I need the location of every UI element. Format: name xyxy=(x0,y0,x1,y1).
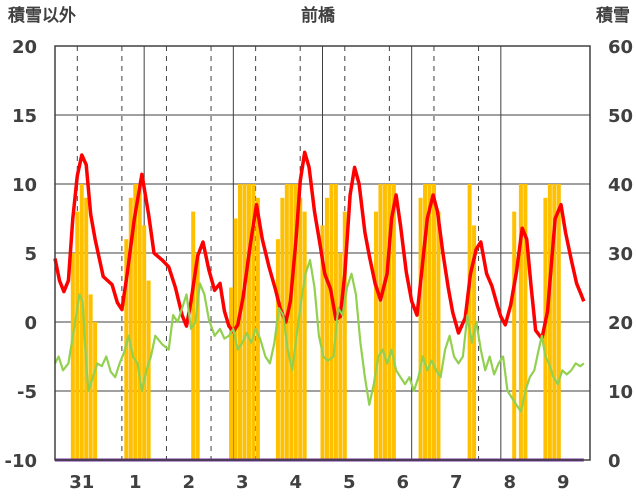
right-tick-label: 0 xyxy=(608,451,621,472)
snow-bar xyxy=(391,184,396,460)
snow-bar xyxy=(289,184,294,460)
snow-bar xyxy=(275,239,280,460)
right-tick-label: 40 xyxy=(608,175,633,196)
snow-bar xyxy=(75,211,80,460)
snow-bar xyxy=(70,253,75,460)
x-tick-label: 31 xyxy=(69,472,94,493)
left-tick-label: 15 xyxy=(12,106,37,127)
snow-bar xyxy=(547,184,552,460)
chart-title: 前橋 xyxy=(301,5,336,26)
snow-depth-bars xyxy=(70,184,561,461)
right-tick-label: 10 xyxy=(608,382,633,403)
x-tick-label: 5 xyxy=(343,472,356,493)
snow-bar xyxy=(302,211,307,460)
series-line-1 xyxy=(54,258,585,413)
snow-bar xyxy=(142,225,147,460)
snow-bar xyxy=(293,184,298,460)
snow-bar xyxy=(512,211,517,460)
snow-bar xyxy=(431,184,436,460)
snow-bar xyxy=(329,184,334,460)
x-axis-ticks: 31 1 2 3 4 5 6 7 8 9 xyxy=(69,472,569,493)
right-tick-label: 30 xyxy=(608,244,633,265)
snow-bar xyxy=(382,184,387,460)
right-tick-label: 20 xyxy=(608,313,633,334)
left-tick-label: 5 xyxy=(24,244,37,265)
snow-bar xyxy=(298,197,303,461)
plot-frame xyxy=(54,45,591,461)
left-axis-label: 積雪以外 xyxy=(8,5,76,26)
snow-bar xyxy=(251,184,256,460)
x-tick-label: 6 xyxy=(396,472,409,493)
snow-bar xyxy=(124,239,129,460)
snow-bar xyxy=(556,184,561,460)
snow-bar xyxy=(387,184,392,460)
snow-bar xyxy=(79,184,84,460)
snow-bar xyxy=(436,211,441,460)
snow-bar xyxy=(93,322,98,460)
x-tick-label: 2 xyxy=(182,472,195,493)
snow-bar xyxy=(320,225,325,460)
snow-bar xyxy=(280,197,285,461)
snow-bar xyxy=(137,184,142,460)
snow-bar xyxy=(133,184,138,460)
right-axis-label: 積雪 xyxy=(596,5,630,26)
left-tick-label: -10 xyxy=(4,451,37,472)
snow-bar xyxy=(128,197,133,461)
snow-bar xyxy=(472,225,477,460)
snow-bar xyxy=(373,211,379,460)
snow-bar xyxy=(242,184,247,460)
snow-bar xyxy=(552,184,557,460)
snow-bar xyxy=(427,184,432,460)
snow-bar xyxy=(342,211,347,460)
snow-bar xyxy=(523,184,528,460)
snow-bar xyxy=(84,197,89,461)
snow-bar xyxy=(255,197,260,461)
left-tick-label: -5 xyxy=(17,382,37,403)
snow-bar xyxy=(518,184,523,460)
snow-bar xyxy=(324,197,329,461)
right-tick-label: 60 xyxy=(608,37,633,58)
x-tick-label: 7 xyxy=(450,472,463,493)
x-tick-label: 8 xyxy=(503,472,516,493)
snow-bar xyxy=(338,253,343,460)
left-axis-ticks: -10 -5 0 5 10 15 20 xyxy=(4,37,37,472)
snow-bar xyxy=(418,197,423,461)
left-tick-label: 20 xyxy=(12,37,37,58)
series-line-0 xyxy=(53,150,586,341)
x-tick-label: 1 xyxy=(129,472,142,493)
snow-bar xyxy=(195,253,200,460)
snow-bar xyxy=(246,184,251,460)
right-tick-label: 50 xyxy=(608,106,633,127)
snow-bar xyxy=(191,211,196,460)
x-tick-label: 4 xyxy=(289,472,302,493)
snow-bar xyxy=(146,280,151,460)
snow-bar xyxy=(229,287,234,460)
left-tick-label: 0 xyxy=(24,313,37,334)
snow-bar xyxy=(88,294,93,460)
right-axis-ticks: 0 10 20 30 40 50 60 xyxy=(608,37,633,472)
snow-bar xyxy=(423,184,428,460)
snow-bar xyxy=(378,184,383,460)
left-tick-label: 10 xyxy=(12,175,37,196)
x-tick-label: 9 xyxy=(557,472,570,493)
x-tick-label: 3 xyxy=(236,472,249,493)
